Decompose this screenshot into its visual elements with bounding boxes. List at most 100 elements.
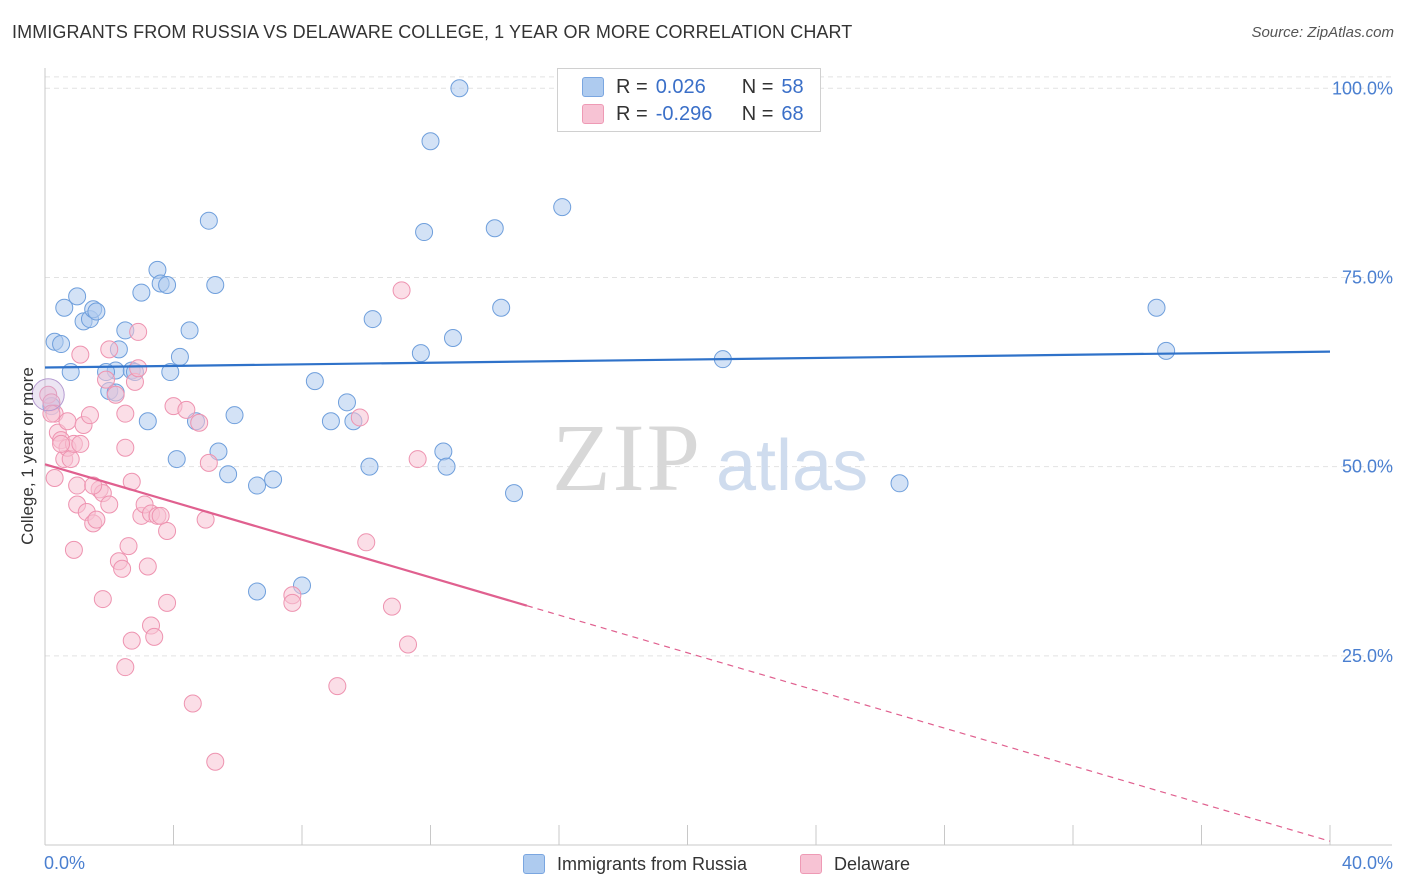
trend-line-delaware — [44, 463, 528, 607]
point-russia — [337, 393, 356, 412]
x-tick-labels: 0.0% 40.0% — [44, 853, 1393, 873]
point-russia — [248, 582, 267, 601]
point-delaware — [399, 635, 418, 654]
legend-swatch-delaware — [582, 104, 604, 124]
point-delaware — [52, 434, 71, 453]
trend-line-russia — [44, 350, 1331, 369]
legend-swatch-russia — [582, 77, 604, 97]
legend-r-label: R = — [616, 75, 648, 98]
point-delaware — [145, 627, 164, 646]
point-delaware — [177, 400, 196, 419]
point-russia — [305, 372, 324, 391]
point-delaware — [116, 658, 135, 677]
point-russia — [180, 321, 199, 340]
point-russia — [87, 302, 106, 321]
point-delaware — [84, 476, 103, 495]
point-russia — [492, 298, 511, 317]
point-russia — [443, 328, 462, 347]
point-russia — [199, 211, 218, 230]
point-russia — [450, 79, 469, 98]
point-russia — [52, 335, 71, 354]
watermark-atlas: atlas — [716, 426, 868, 506]
point-delaware — [71, 345, 90, 364]
bottom-legend-swatch-russia — [523, 854, 545, 874]
point-delaware — [68, 476, 87, 495]
point-russia — [411, 344, 430, 363]
point-delaware — [58, 412, 77, 431]
point-delaware — [350, 408, 369, 427]
point-russia — [68, 287, 87, 306]
point-russia — [1157, 341, 1176, 360]
legend-r-value-delaware: -0.296 — [655, 102, 713, 125]
point-delaware — [392, 281, 411, 300]
point-delaware — [122, 631, 141, 650]
point-russia — [437, 457, 456, 476]
bottom-legend-label-russia: Immigrants from Russia — [557, 853, 748, 874]
legend-n-value-russia: 58 — [781, 75, 804, 98]
y-tick-label: 50.0% — [1342, 457, 1393, 477]
point-russia — [206, 276, 225, 295]
point-delaware — [158, 521, 177, 540]
legend-row-russia: R = 0.026 N = 58 — [582, 75, 804, 99]
point-russia — [1147, 298, 1166, 317]
point-delaware — [129, 359, 148, 378]
point-russia — [219, 465, 238, 484]
x-tick-label-min: 0.0% — [44, 853, 85, 873]
point-delaware — [64, 540, 83, 559]
point-delaware — [106, 385, 125, 404]
point-delaware — [116, 438, 135, 457]
point-delaware — [87, 510, 106, 529]
point-delaware — [190, 413, 209, 432]
point-delaware — [151, 506, 170, 525]
point-russia — [55, 298, 74, 317]
bottom-legend-russia: Immigrants from Russia — [523, 852, 747, 876]
legend-r-value-russia: 0.026 — [655, 75, 706, 98]
point-russia — [248, 476, 267, 495]
point-russia — [264, 470, 283, 489]
series-delaware-points — [31, 281, 427, 771]
point-delaware — [100, 495, 119, 514]
y-tick-label: 75.0% — [1342, 267, 1393, 287]
point-delaware — [113, 559, 132, 578]
y-axis-title: College, 1 year or more — [18, 367, 37, 545]
point-delaware — [116, 404, 135, 423]
point-delaware — [138, 557, 157, 576]
point-russia — [363, 310, 382, 329]
trend-line-delaware-dashed — [526, 605, 1331, 842]
point-russia — [553, 198, 572, 217]
legend-n-value-delaware: 68 — [781, 102, 804, 125]
point-russia — [138, 412, 157, 431]
point-delaware — [283, 593, 302, 612]
watermark: ZIP atlas — [552, 404, 868, 511]
point-russia — [421, 132, 440, 151]
point-russia — [434, 442, 453, 461]
point-delaware — [80, 406, 99, 425]
point-russia — [485, 219, 504, 238]
point-russia — [360, 457, 379, 476]
watermark-zip: ZIP — [552, 404, 702, 511]
point-delaware — [97, 370, 116, 389]
point-delaware — [183, 694, 202, 713]
point-russia — [167, 450, 186, 469]
bottom-legend-swatch-delaware — [800, 854, 822, 874]
bottom-legend-delaware: Delaware — [800, 852, 910, 876]
point-delaware — [93, 590, 112, 609]
stats-legend: R = 0.026 N = 58 R = -0.296 N = 68 — [557, 68, 821, 132]
axes — [44, 68, 1392, 846]
y-tick-labels: 25.0% 50.0% 75.0% 100.0% — [1332, 78, 1393, 666]
legend-n-label: N = — [741, 102, 774, 125]
point-russia — [321, 412, 340, 431]
point-delaware — [199, 453, 218, 472]
point-delaware — [206, 752, 225, 771]
legend-row-delaware: R = -0.296 N = 68 — [582, 102, 804, 126]
point-delaware — [328, 677, 347, 696]
point-delaware — [119, 537, 138, 556]
point-delaware — [100, 340, 119, 359]
chart-title: IMMIGRANTS FROM RUSSIA VS DELAWARE COLLE… — [12, 22, 853, 42]
point-cluster — [31, 378, 65, 412]
legend-n-label: N = — [741, 75, 774, 98]
legend-r-label: R = — [616, 102, 648, 125]
y-tick-label: 25.0% — [1342, 646, 1393, 666]
point-delaware — [357, 533, 376, 552]
